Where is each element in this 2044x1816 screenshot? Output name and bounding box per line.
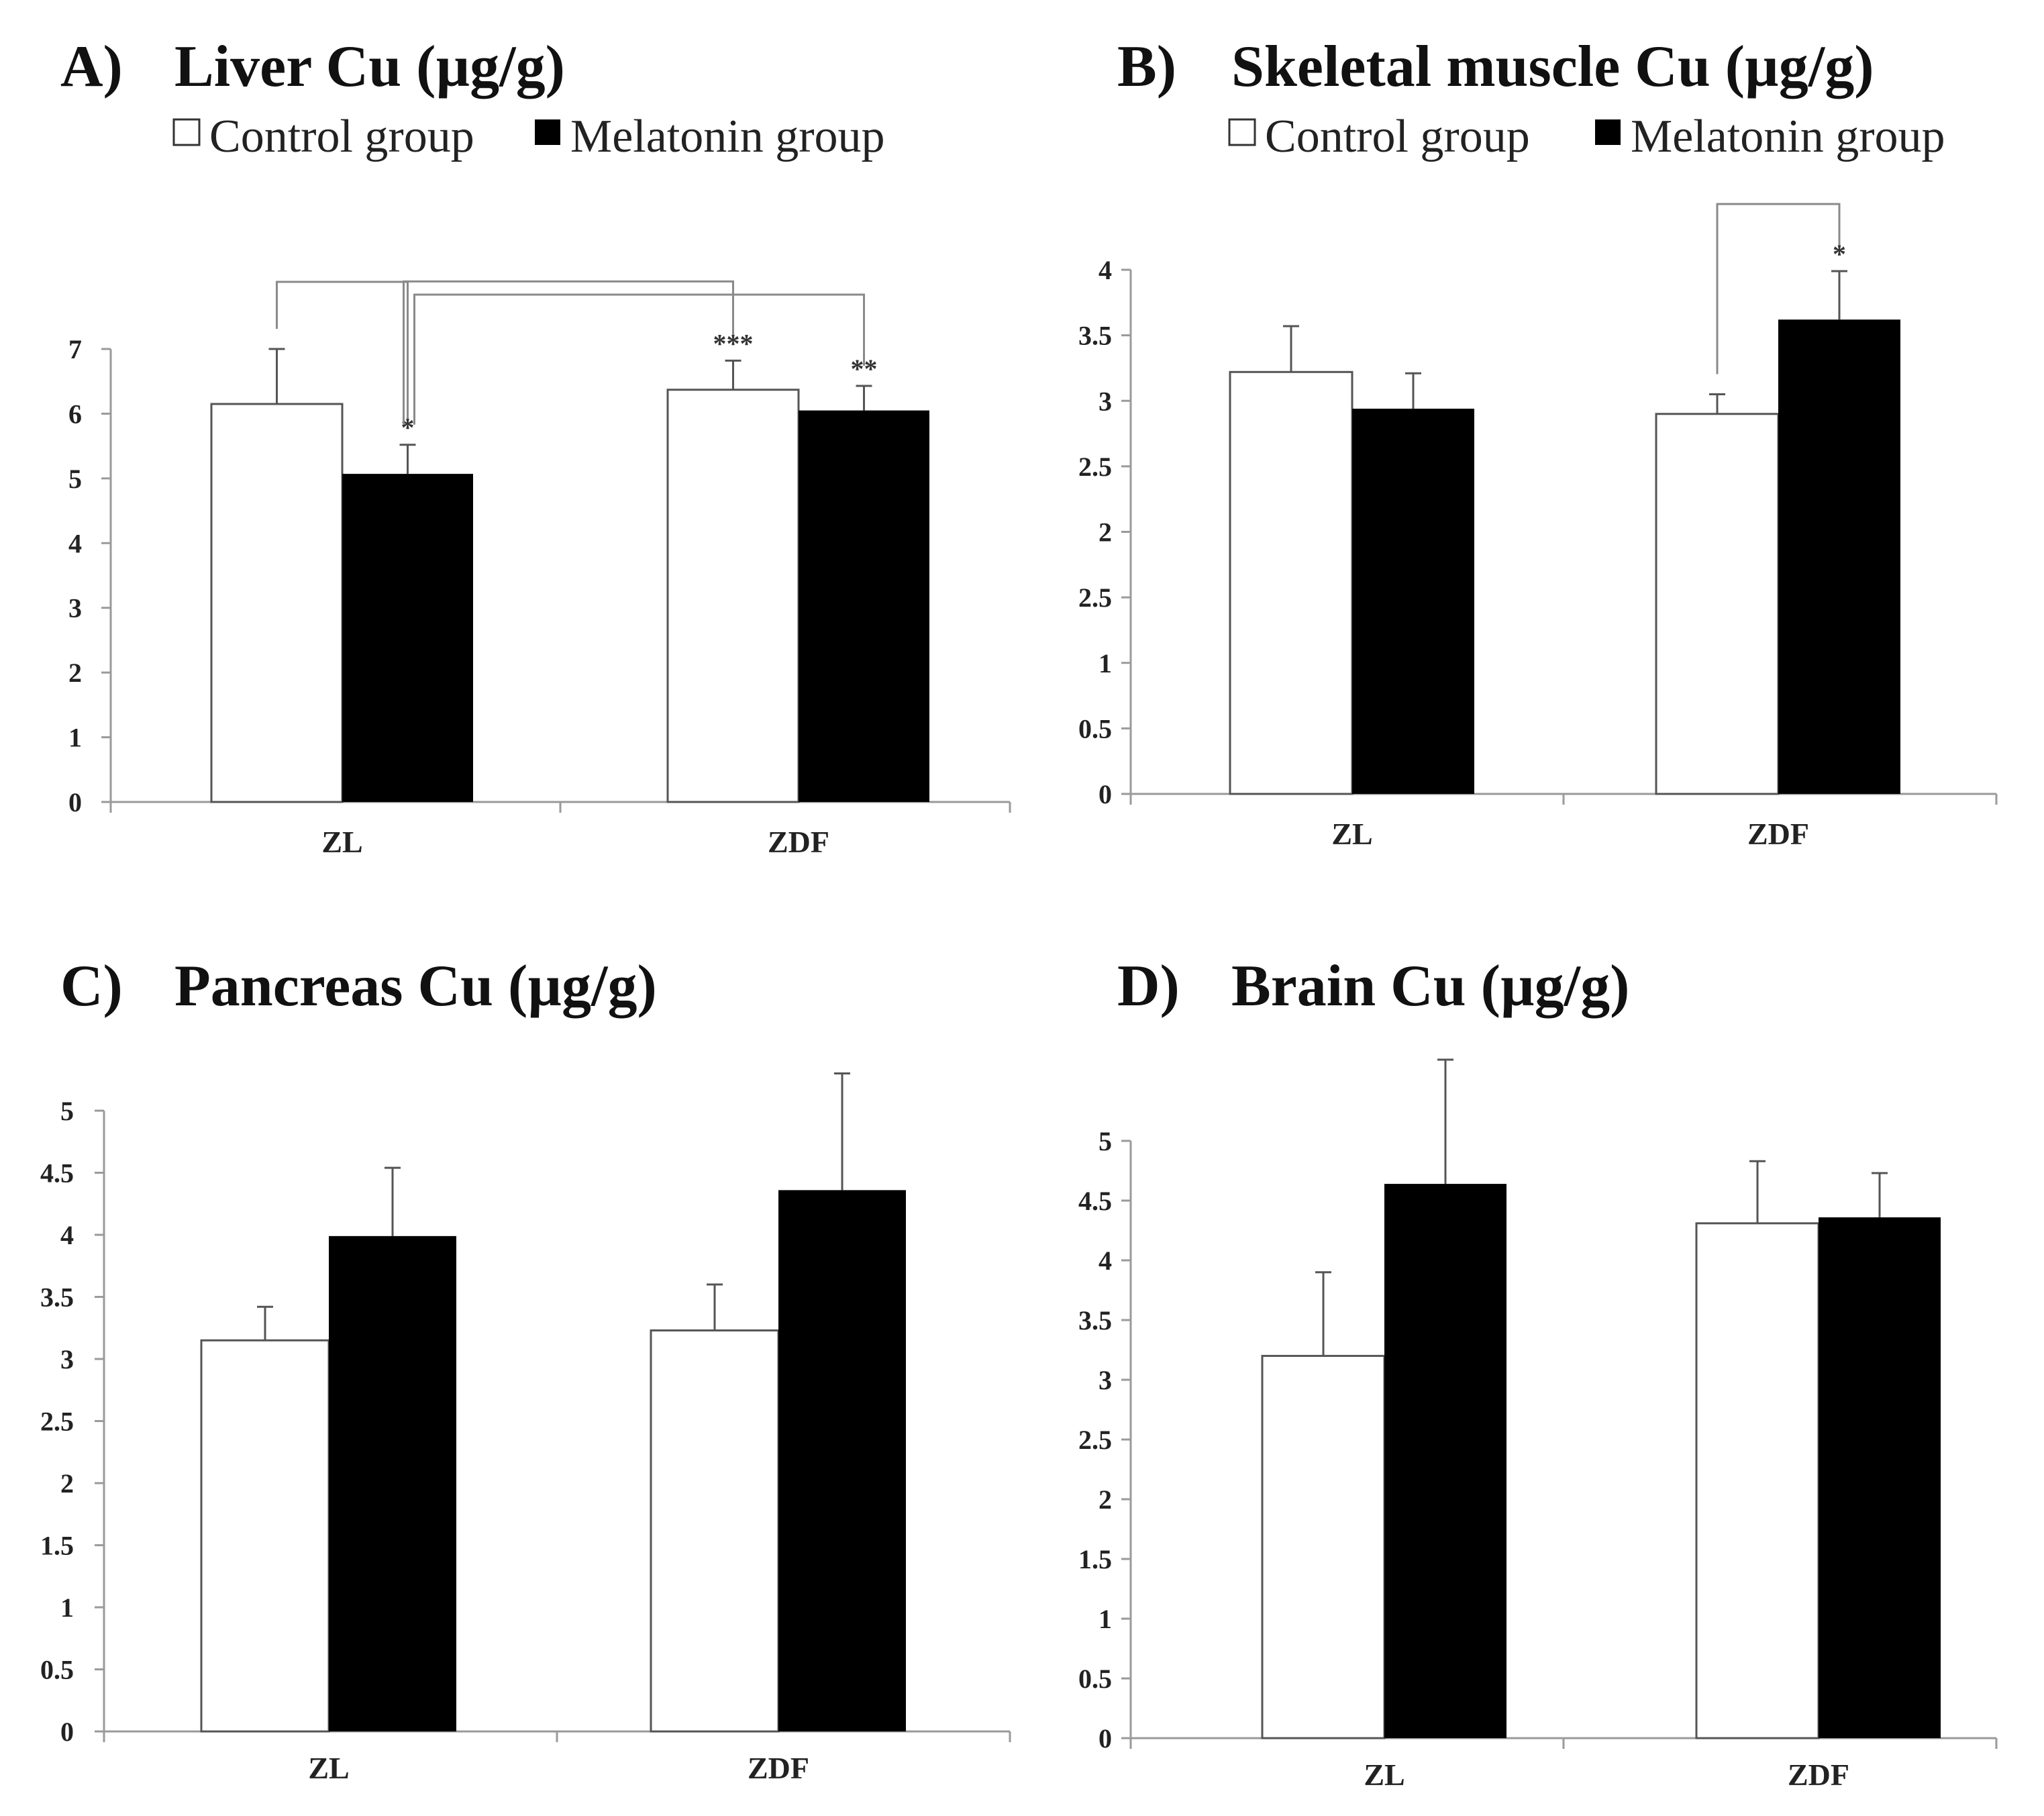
legend-label-control: Control group bbox=[1265, 111, 1530, 162]
y-tick-label: 3 bbox=[68, 593, 82, 623]
y-tick-label: 4.5 bbox=[40, 1158, 74, 1189]
chart-panel-d: D) Brain Cu (µg/g) 0 0.5 1 1.5 2 2.5 3 3.5 4 4.5 5 ZL… bbox=[1078, 954, 1998, 1792]
bar-control-zdf bbox=[1655, 413, 1780, 795]
bar-melatonin-zdf bbox=[799, 410, 929, 802]
y-tick-label: 3 bbox=[60, 1344, 74, 1374]
category-label-zl: ZL bbox=[1364, 1758, 1404, 1792]
y-tick-label: 7 bbox=[68, 334, 82, 364]
y-tick-label: 6 bbox=[68, 399, 82, 429]
bar-control-zdf bbox=[1695, 1222, 1820, 1739]
y-tick-label: 2.5 bbox=[1078, 583, 1112, 613]
y-tick-label: 1 bbox=[1098, 1604, 1112, 1634]
y-tick-label: 3.5 bbox=[1078, 1305, 1112, 1335]
y-tick-label: 5 bbox=[1098, 1126, 1112, 1156]
bar-melatonin-zl bbox=[342, 474, 473, 802]
legend-swatch-control bbox=[172, 118, 201, 146]
chart-panel-b: B) Skeletal muscle Cu (µg/g) Control group… bbox=[1078, 34, 1998, 851]
category-label-zl: ZL bbox=[321, 825, 362, 859]
significance-bracket bbox=[403, 280, 734, 425]
y-tick-label: 5 bbox=[68, 464, 82, 494]
legend-swatch-control bbox=[1228, 118, 1256, 146]
significance-label: *** bbox=[713, 328, 754, 358]
bar-melatonin-zdf bbox=[1819, 1217, 1941, 1738]
y-tick-label: 0 bbox=[68, 787, 82, 817]
y-tick-label: 1.5 bbox=[1078, 1544, 1112, 1574]
y-tick-label: 4 bbox=[1098, 1246, 1112, 1276]
legend: Control group Melatonin group bbox=[1228, 111, 1945, 162]
bar-control-zdf bbox=[650, 1329, 780, 1733]
significance-bracket bbox=[1716, 203, 1841, 374]
bar-melatonin-zdf bbox=[1778, 319, 1900, 794]
chart-title: Pancreas Cu (µg/g) bbox=[174, 954, 657, 1019]
y-tick-label: 0 bbox=[60, 1717, 74, 1747]
y-tick-label: 3 bbox=[1098, 1365, 1112, 1395]
y-tick-label: 2.5 bbox=[1078, 452, 1112, 482]
bar-control-zl bbox=[210, 403, 344, 803]
significance-bracket bbox=[276, 281, 409, 425]
panel-letter: D) bbox=[1117, 954, 1180, 1019]
bar-control-zl bbox=[1229, 370, 1353, 795]
y-tick-label: 2.5 bbox=[40, 1407, 74, 1437]
chart-title: Skeletal muscle Cu (µg/g) bbox=[1231, 34, 1874, 99]
chart-panel-a: A) Liver Cu (µg/g) Control group Melatonin … bbox=[60, 34, 1011, 859]
chart-title: Brain Cu (µg/g) bbox=[1231, 954, 1629, 1019]
y-tick-label: 0.5 bbox=[1078, 713, 1112, 744]
bar-melatonin-zl bbox=[329, 1235, 456, 1731]
bar-melatonin-zl bbox=[1352, 408, 1474, 794]
y-tick-label: 1 bbox=[60, 1593, 74, 1623]
category-label-zdf: ZDF bbox=[768, 825, 829, 859]
y-tick-label: 2 bbox=[1098, 1484, 1112, 1515]
category-label-zl: ZL bbox=[308, 1751, 349, 1785]
y-tick-label: 2.5 bbox=[1078, 1425, 1112, 1455]
legend-label-melatonin: Melatonin group bbox=[570, 111, 885, 162]
panel-letter: A) bbox=[60, 34, 123, 99]
y-tick-label: 1.5 bbox=[40, 1531, 74, 1561]
y-tick-label: 2 bbox=[1098, 517, 1112, 548]
legend-swatch-melatonin bbox=[1595, 119, 1621, 145]
panel-letter: C) bbox=[60, 954, 123, 1019]
bar-control-zl bbox=[200, 1339, 330, 1733]
y-tick-label: 4.5 bbox=[1078, 1186, 1112, 1216]
category-label-zl: ZL bbox=[1331, 817, 1372, 851]
bar-melatonin-zdf bbox=[778, 1190, 906, 1731]
chart-title: Liver Cu (µg/g) bbox=[174, 34, 565, 99]
chart-panel-c: C) Pancreas Cu (µg/g) 0 0.5 1 1.5 2 2.5 3 3.5 4 4.5… bbox=[40, 954, 1011, 1785]
y-tick-label: 4 bbox=[1098, 255, 1112, 285]
category-label-zdf: ZDF bbox=[748, 1751, 809, 1785]
y-tick-label: 2 bbox=[60, 1468, 74, 1499]
bar-control-zdf bbox=[666, 389, 800, 803]
legend-label-control: Control group bbox=[209, 111, 474, 162]
legend-label-melatonin: Melatonin group bbox=[1631, 111, 1945, 162]
y-tick-label: 3.5 bbox=[1078, 321, 1112, 351]
y-tick-label: 0 bbox=[1098, 1723, 1112, 1754]
category-label-zdf: ZDF bbox=[1747, 817, 1809, 851]
y-tick-label: 5 bbox=[60, 1096, 74, 1126]
y-tick-label: 4 bbox=[68, 528, 82, 558]
significance-label: * bbox=[1833, 239, 1846, 269]
y-tick-label: 3 bbox=[1098, 386, 1112, 416]
y-tick-label: 2 bbox=[68, 658, 82, 688]
y-tick-label: 3.5 bbox=[40, 1282, 74, 1313]
significance-bracket bbox=[413, 293, 865, 425]
y-tick-label: 1 bbox=[1098, 648, 1112, 678]
legend-swatch-melatonin bbox=[535, 119, 560, 145]
y-tick-label: 1 bbox=[68, 723, 82, 753]
bar-melatonin-zl bbox=[1384, 1184, 1506, 1738]
y-tick-label: 0 bbox=[1098, 779, 1112, 809]
panel-letter: B) bbox=[1117, 34, 1176, 99]
y-tick-label: 0.5 bbox=[1078, 1664, 1112, 1694]
y-tick-label: 0.5 bbox=[40, 1655, 74, 1685]
bar-control-zl bbox=[1261, 1354, 1386, 1739]
y-tick-label: 4 bbox=[60, 1220, 74, 1250]
category-label-zdf: ZDF bbox=[1788, 1758, 1849, 1792]
legend: Control group Melatonin group bbox=[172, 111, 885, 162]
significance-label: ** bbox=[851, 354, 878, 384]
